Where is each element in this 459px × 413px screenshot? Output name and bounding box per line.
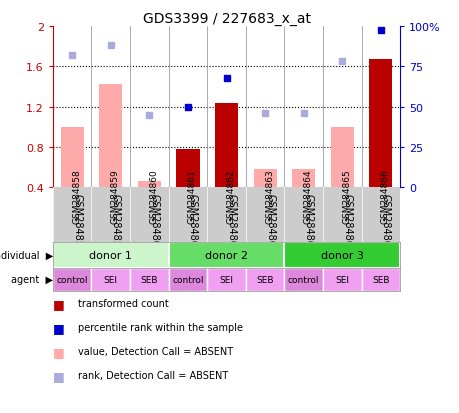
Text: ■: ■ (53, 321, 65, 334)
Bar (245, 268, 284, 291)
Bar (361, 268, 399, 291)
Text: GSM284862: GSM284862 (226, 169, 235, 223)
Text: donor 1: donor 1 (89, 251, 132, 261)
Text: ■: ■ (53, 297, 65, 310)
Bar (207, 268, 245, 291)
Bar (369, 60, 392, 188)
Text: GSM284858: GSM284858 (72, 193, 82, 252)
Bar (53, 243, 168, 268)
Text: GSM284859: GSM284859 (111, 169, 119, 223)
Text: GSM284860: GSM284860 (149, 169, 158, 223)
Text: donor 3: donor 3 (320, 251, 363, 261)
Bar (61, 127, 84, 188)
Text: ■: ■ (53, 369, 65, 382)
Text: GSM284865: GSM284865 (341, 193, 352, 252)
Text: control: control (172, 275, 203, 284)
Text: donor 2: donor 2 (205, 251, 247, 261)
Bar (130, 268, 168, 291)
Text: transformed count: transformed count (78, 299, 168, 309)
Bar (253, 170, 276, 188)
Bar (91, 268, 130, 291)
Bar (284, 243, 399, 268)
Text: GSM284863: GSM284863 (264, 193, 274, 252)
Text: control: control (56, 275, 88, 284)
Text: GSM284861: GSM284861 (188, 193, 197, 252)
Text: SEI: SEI (219, 275, 233, 284)
Text: SEI: SEI (104, 275, 118, 284)
Text: SEI: SEI (335, 275, 348, 284)
Text: value, Detection Call = ABSENT: value, Detection Call = ABSENT (78, 347, 233, 356)
Title: GDS3399 / 227683_x_at: GDS3399 / 227683_x_at (142, 12, 310, 26)
Text: percentile rank within the sample: percentile rank within the sample (78, 323, 243, 332)
Text: control: control (287, 275, 319, 284)
Text: GSM284861: GSM284861 (188, 169, 196, 223)
Bar (291, 170, 314, 188)
Text: GSM284865: GSM284865 (341, 169, 351, 223)
Bar (214, 103, 238, 188)
Text: GSM284866: GSM284866 (380, 193, 390, 252)
Bar (284, 268, 322, 291)
Text: ■: ■ (53, 345, 65, 358)
Text: GSM284863: GSM284863 (264, 169, 274, 223)
Text: GSM284862: GSM284862 (226, 193, 236, 252)
Bar (322, 268, 361, 291)
Bar (138, 182, 161, 188)
Text: GSM284866: GSM284866 (380, 169, 389, 223)
Text: SEB: SEB (371, 275, 389, 284)
Bar (168, 243, 284, 268)
Text: GSM284864: GSM284864 (303, 169, 312, 223)
Text: agent  ▶: agent ▶ (11, 275, 53, 285)
Text: SEB: SEB (256, 275, 273, 284)
Bar (53, 268, 91, 291)
Bar (168, 268, 207, 291)
Text: GSM284859: GSM284859 (111, 193, 121, 252)
Text: individual  ▶: individual ▶ (0, 251, 53, 261)
Text: rank, Detection Call = ABSENT: rank, Detection Call = ABSENT (78, 370, 228, 380)
Bar (330, 127, 353, 188)
Text: GSM284864: GSM284864 (303, 193, 313, 252)
Text: GSM284858: GSM284858 (72, 169, 81, 223)
Text: SEB: SEB (140, 275, 158, 284)
Bar (176, 150, 199, 188)
Bar (99, 85, 122, 188)
Text: GSM284860: GSM284860 (149, 193, 159, 252)
